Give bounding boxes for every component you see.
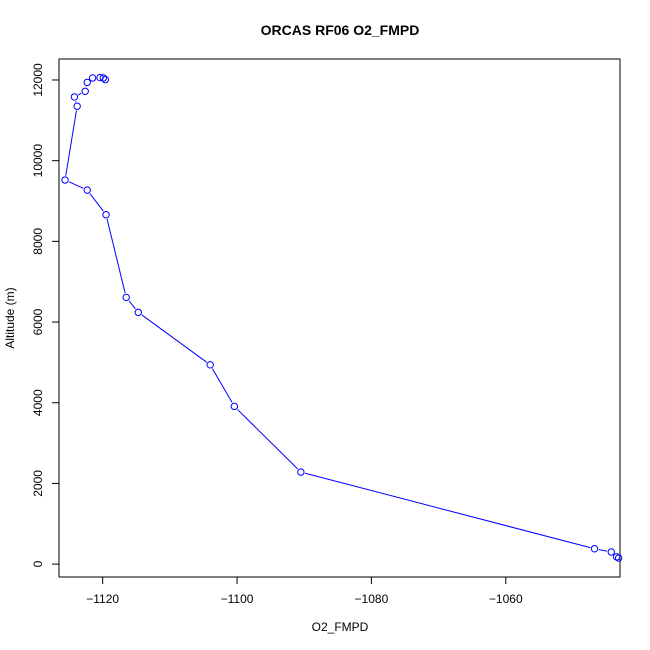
x-tick-label: −1060 <box>489 592 523 606</box>
series-segment <box>598 549 608 552</box>
x-axis-label: O2_FMPD <box>312 620 369 634</box>
data-point <box>134 308 142 317</box>
y-tick-label: 10000 <box>31 144 45 178</box>
series-segment <box>68 181 84 189</box>
series-segment <box>211 368 233 403</box>
series-segment <box>89 193 104 212</box>
x-tick-label: −1100 <box>221 592 254 606</box>
plot-frame <box>58 58 621 578</box>
y-tick-label: 2000 <box>31 470 45 497</box>
data-point <box>73 102 81 110</box>
data-point <box>607 548 615 556</box>
data-point <box>70 93 79 101</box>
y-tick-label: 6000 <box>31 308 45 335</box>
x-tick-label: −1120 <box>86 592 119 606</box>
data-point <box>230 402 239 411</box>
series-segment <box>128 300 136 310</box>
data-point <box>612 553 621 561</box>
chart-title: ORCAS RF06 O2_FMPD <box>261 22 420 38</box>
data-point <box>297 468 305 476</box>
data-point <box>83 186 91 194</box>
x-tick-label: −1080 <box>355 592 389 606</box>
series-segment <box>78 92 82 96</box>
series-segment <box>304 472 591 549</box>
y-tick-label: 0 <box>31 560 45 567</box>
data-point <box>81 87 89 95</box>
data-point <box>614 554 623 562</box>
data-point <box>83 78 91 87</box>
y-axis: 0 2000 4000 6000 8000 10000 12000 <box>31 63 60 567</box>
y-axis-label: Altitude (m) <box>3 287 17 348</box>
data-point <box>88 74 97 82</box>
data-point <box>590 545 599 553</box>
data-point <box>61 176 69 184</box>
data-point <box>122 293 130 302</box>
series-segment <box>106 218 126 294</box>
y-tick-label: 12000 <box>31 63 45 97</box>
y-tick-label: 4000 <box>31 389 45 416</box>
data-point <box>99 74 108 82</box>
y-tick-label: 8000 <box>31 228 45 255</box>
series-segment <box>141 314 207 363</box>
series-o2-fmpd <box>61 73 623 562</box>
series-segment <box>237 409 299 470</box>
x-axis: −1120 −1100 −1080 −1060 <box>86 576 523 606</box>
data-point <box>206 361 214 369</box>
series-segment <box>65 110 77 176</box>
data-point <box>101 75 110 84</box>
data-point <box>102 211 110 219</box>
